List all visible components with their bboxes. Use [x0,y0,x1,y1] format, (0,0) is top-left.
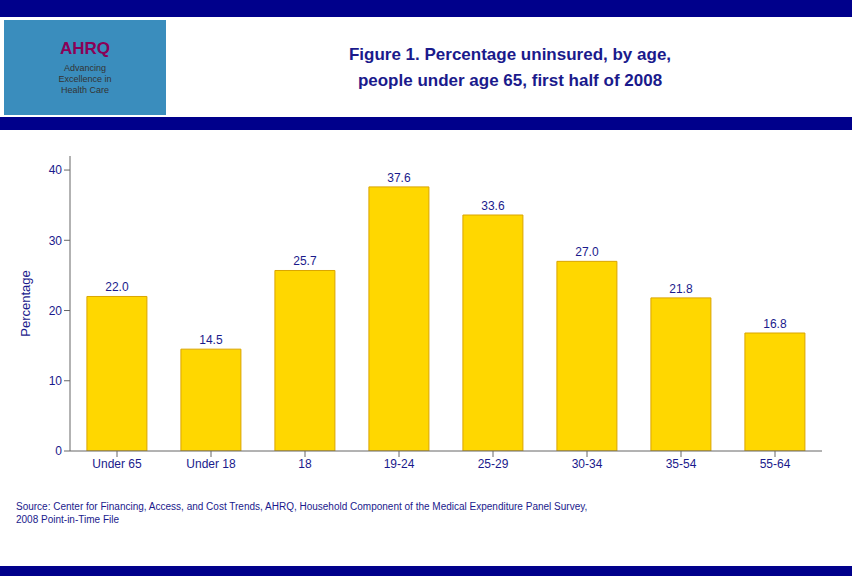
svg-text:Under 65: Under 65 [92,457,142,471]
svg-text:22.0: 22.0 [105,280,129,294]
html-text:Figure 1. Percentage uninsured: Figure 1. Percentage uninsured, by age, [348,45,672,64]
svg-text:25.7: 25.7 [293,254,317,268]
html-text:Source: Center for Financing,: Source: Center for Financing, Access, an… [16,501,588,512]
svg-text:37.6: 37.6 [387,171,411,185]
svg-text:30: 30 [49,234,63,248]
svg-text:19-24: 19-24 [384,457,415,471]
svg-text:Under 18: Under 18 [186,457,236,471]
svg-text:40: 40 [49,163,63,177]
svg-text:Percentage: Percentage [18,270,33,337]
svg-text:21.8: 21.8 [669,282,693,296]
svg-text:35-54: 35-54 [666,457,697,471]
html-text:Advancing: Advancing [64,63,106,74]
svg-text:10: 10 [49,374,63,388]
html-text:2008 Point-in-Time File: 2008 Point-in-Time File [16,514,119,525]
svg-text:14.5: 14.5 [199,333,223,347]
html-text:Health Care: Health Care [61,84,109,95]
html-text:people under age 65, first hal: people under age 65, first half of 2008 [357,70,663,90]
html-text:AHRQ: AHRQ [60,39,110,59]
svg-text:33.6: 33.6 [481,199,505,213]
svg-text:55-64: 55-64 [760,457,791,471]
svg-text:18: 18 [298,457,312,471]
svg-text:16.8: 16.8 [763,317,787,331]
svg-text:20: 20 [49,304,63,318]
svg-text:27.0: 27.0 [575,245,599,259]
html-text:Excellence in: Excellence in [58,74,112,85]
svg-text:30-34: 30-34 [572,457,603,471]
svg-text:25-29: 25-29 [478,457,509,471]
svg-text:0: 0 [55,444,62,458]
